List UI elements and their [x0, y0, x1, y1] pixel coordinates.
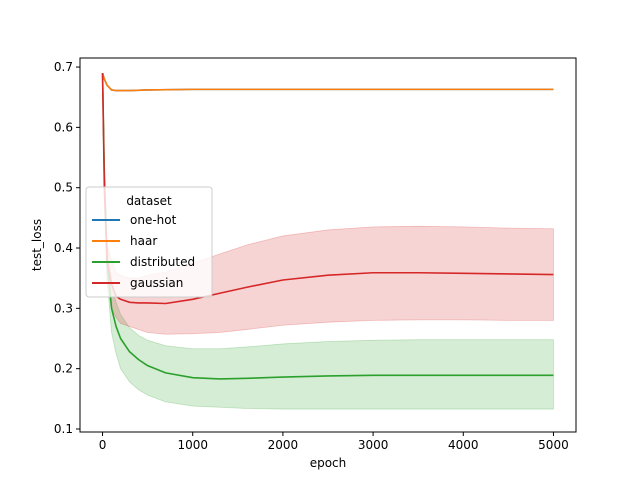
y-tick-label: 0.5: [54, 181, 73, 195]
x-tick-label: 2000: [268, 438, 299, 452]
x-tick-label: 4000: [448, 438, 479, 452]
line-one-hot: [101, 72, 554, 92]
legend-label-gaussian: gaussian: [130, 276, 183, 290]
legend-entries: one-hot haar distributed gaussian: [92, 213, 195, 290]
plot-area-frame: [79, 57, 577, 433]
x-axis-ticks: 0 1000 2000 3000 4000 5000: [99, 432, 569, 452]
y-axis-label: test_loss: [30, 219, 44, 271]
legend-title: dataset: [126, 194, 172, 208]
y-tick-label: 0.4: [54, 241, 73, 255]
y-tick-label: 0.3: [54, 301, 73, 315]
legend: dataset one-hot haar distributed gaussian: [85, 186, 213, 298]
legend-label-haar: haar: [130, 234, 157, 248]
y-tick-label: 0.6: [54, 120, 73, 134]
x-tick-label: 0: [99, 438, 107, 452]
x-tick-label: 1000: [177, 438, 208, 452]
line-haar: [101, 72, 554, 92]
legend-box: [85, 186, 213, 298]
y-tick-label: 0.7: [54, 60, 73, 74]
legend-label-one-hot: one-hot: [130, 213, 177, 227]
x-axis-label: epoch: [310, 456, 347, 470]
y-tick-label: 0.2: [54, 362, 73, 376]
y-tick-label: 0.1: [54, 422, 73, 436]
y-axis-ticks: 0.1 0.2 0.3 0.4 0.5 0.6 0.7: [54, 60, 80, 436]
x-tick-label: 3000: [358, 438, 389, 452]
line-distributed: [101, 73, 554, 380]
x-tick-label: 5000: [538, 438, 569, 452]
legend-label-distributed: distributed: [130, 255, 195, 269]
